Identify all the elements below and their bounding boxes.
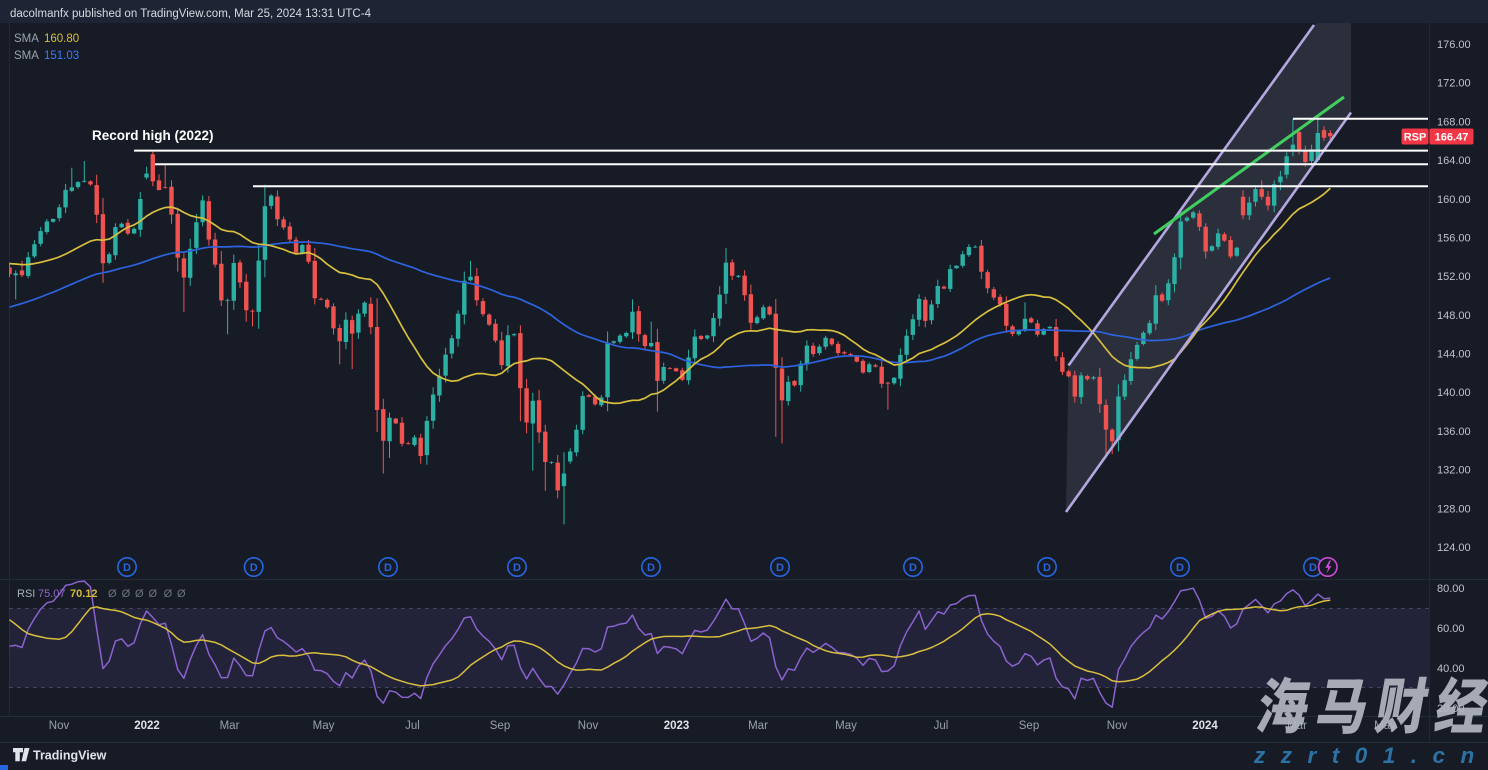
svg-text:RSI: RSI xyxy=(17,588,35,600)
svg-text:176.00: 176.00 xyxy=(1437,39,1471,51)
svg-text:60.00: 60.00 xyxy=(1437,623,1465,635)
svg-text:D: D xyxy=(250,562,258,574)
svg-text:164.00: 164.00 xyxy=(1437,155,1471,167)
svg-text:2023: 2023 xyxy=(664,720,690,732)
svg-text:Ø: Ø xyxy=(177,588,186,600)
svg-text:160.00: 160.00 xyxy=(1437,194,1471,206)
svg-text:Ø: Ø xyxy=(135,588,144,600)
svg-text:Mar: Mar xyxy=(748,720,768,732)
svg-text:152.00: 152.00 xyxy=(1437,271,1471,283)
svg-text:May: May xyxy=(313,720,335,732)
svg-text:166.47: 166.47 xyxy=(1435,132,1469,144)
svg-text:151.03: 151.03 xyxy=(44,50,79,62)
svg-text:Mar: Mar xyxy=(220,720,240,732)
svg-text:140.00: 140.00 xyxy=(1437,387,1471,399)
svg-text:D: D xyxy=(1309,562,1317,574)
svg-text:136.00: 136.00 xyxy=(1437,426,1471,438)
svg-text:D: D xyxy=(647,562,655,574)
svg-text:D: D xyxy=(1043,562,1051,574)
svg-text:Sep: Sep xyxy=(490,720,510,732)
svg-text:dacolmanfx published on Tradin: dacolmanfx published on TradingView.com,… xyxy=(10,8,372,20)
svg-text:2022: 2022 xyxy=(134,720,160,732)
svg-text:2024: 2024 xyxy=(1192,720,1218,732)
svg-text:75.07: 75.07 xyxy=(38,588,66,600)
svg-text:SMA: SMA xyxy=(14,33,39,45)
svg-text:D: D xyxy=(776,562,784,574)
svg-text:172.00: 172.00 xyxy=(1437,78,1471,90)
svg-text:128.00: 128.00 xyxy=(1437,503,1471,515)
svg-text:160.80: 160.80 xyxy=(44,33,79,45)
svg-text:Nov: Nov xyxy=(1107,720,1128,732)
svg-text:Nov: Nov xyxy=(578,720,599,732)
svg-text:Jul: Jul xyxy=(405,720,420,732)
svg-text:148.00: 148.00 xyxy=(1437,310,1471,322)
svg-text:Nov: Nov xyxy=(49,720,70,732)
svg-text:40.00: 40.00 xyxy=(1437,663,1465,675)
svg-text:May: May xyxy=(835,720,857,732)
svg-text:Jul: Jul xyxy=(934,720,949,732)
svg-text:D: D xyxy=(909,562,917,574)
svg-text:SMA: SMA xyxy=(14,50,39,62)
svg-text:Ø: Ø xyxy=(122,588,131,600)
svg-text:Ø: Ø xyxy=(108,588,117,600)
svg-text:D: D xyxy=(123,562,131,574)
svg-text:D: D xyxy=(513,562,521,574)
svg-text:Ø: Ø xyxy=(164,588,173,600)
svg-text:Sep: Sep xyxy=(1019,720,1039,732)
svg-text:D: D xyxy=(1176,562,1184,574)
svg-text:RSP: RSP xyxy=(1404,132,1427,144)
svg-text:TradingView: TradingView xyxy=(33,749,107,763)
svg-text:124.00: 124.00 xyxy=(1437,542,1471,554)
svg-text:D: D xyxy=(384,562,392,574)
svg-text:156.00: 156.00 xyxy=(1437,233,1471,245)
svg-text:zzrt01.cn: zzrt01.cn xyxy=(1253,743,1488,768)
svg-text:80.00: 80.00 xyxy=(1437,583,1465,595)
svg-text:70.12: 70.12 xyxy=(70,588,98,600)
svg-text:144.00: 144.00 xyxy=(1437,349,1471,361)
svg-text:168.00: 168.00 xyxy=(1437,116,1471,128)
svg-text:Ø: Ø xyxy=(149,588,158,600)
svg-text:132.00: 132.00 xyxy=(1437,465,1471,477)
svg-text:Record high (2022): Record high (2022) xyxy=(92,128,214,143)
